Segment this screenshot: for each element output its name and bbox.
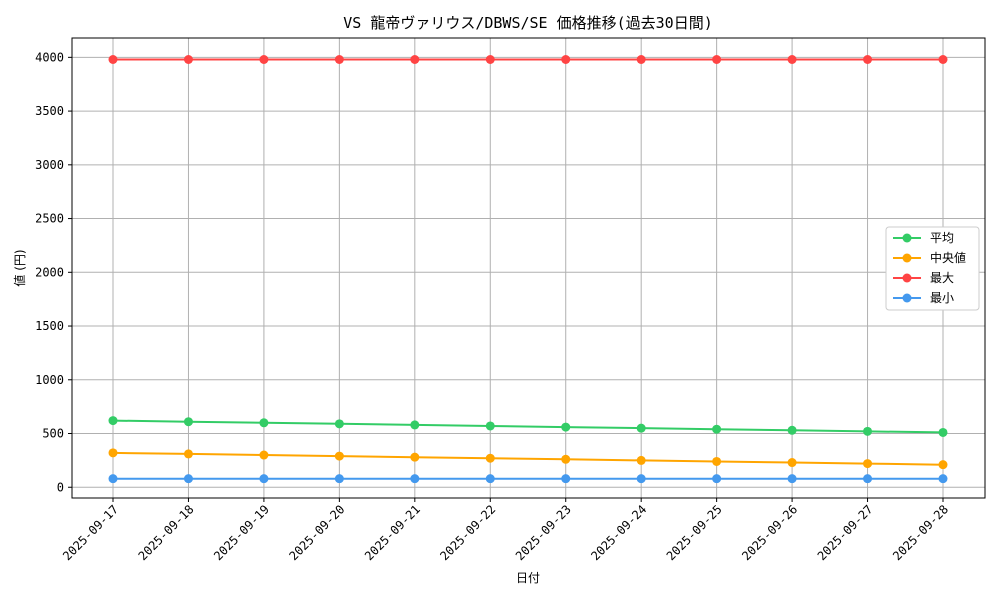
data-point [108,416,118,426]
plot-frame [71,37,986,499]
data-point [938,427,948,437]
data-point [183,417,193,427]
x-tick-label: 2025-09-21 [362,502,423,563]
x-tick-label: 2025-09-26 [739,502,800,563]
data-point [108,448,118,458]
x-tick-label: 2025-09-19 [211,502,272,563]
y-tick-label: 2000 [35,265,64,279]
legend-box [885,226,980,311]
y-axis-label: 値 (円) [12,249,27,286]
y-tick-label: 500 [42,427,64,441]
y-tick-label: 3500 [35,104,64,118]
data-point [334,474,344,484]
data-point [712,54,722,64]
data-point [259,54,269,64]
series-1 [108,448,948,470]
data-point [410,452,420,462]
data-point [259,474,269,484]
data-point [863,459,873,469]
legend-swatch-marker [902,293,912,303]
data-point [334,54,344,64]
data-point [636,423,646,433]
x-axis-label: 日付 [516,571,540,585]
data-point [259,418,269,428]
data-point [485,474,495,484]
x-axis-ticks: 2025-09-17 2025-09-18 2025-09-19 2025-09-20… [60,498,951,563]
x-tick-label: 2025-09-18 [136,502,197,563]
data-point [485,453,495,463]
data-point [938,460,948,470]
data-point [863,426,873,436]
y-tick-label: 2500 [35,212,64,226]
legend-swatch-marker [902,273,912,283]
series-0 [108,416,948,437]
data-point [334,419,344,429]
data-point [636,455,646,465]
series-line [112,451,944,466]
data-point [712,424,722,434]
x-tick-label: 2025-09-24 [588,502,649,563]
data-point [485,54,495,64]
data-point [787,425,797,435]
x-tick-label: 2025-09-17 [60,502,121,563]
data-point [183,449,193,459]
data-point [561,422,571,432]
data-point [485,421,495,431]
y-tick-label: 1500 [35,319,64,333]
data-point [561,474,571,484]
data-point [636,54,646,64]
y-tick-label: 0 [57,480,64,494]
y-tick-label: 4000 [35,50,64,64]
data-point [410,474,420,484]
y-tick-label: 3000 [35,158,64,172]
legend-label: 最大 [930,271,954,285]
x-tick-label: 2025-09-28 [890,502,951,563]
data-point [636,474,646,484]
data-point [787,474,797,484]
x-tick-label: 2025-09-23 [513,502,574,563]
x-tick-label: 2025-09-22 [437,502,498,563]
y-axis-ticks: 0 500 1000 1500 2000 2500 3000 3500 4000 [35,50,72,494]
series-3 [108,474,948,484]
series-line [112,419,944,434]
data-point [712,474,722,484]
data-point [334,451,344,461]
legend-swatch-marker [902,233,912,243]
data-point [259,450,269,460]
x-tick-label: 2025-09-27 [815,502,876,563]
series-2 [108,54,948,64]
data-point [410,420,420,430]
data-point [183,54,193,64]
legend-label: 最小 [930,291,954,305]
data-point [712,456,722,466]
data-point [938,54,948,64]
data-point [787,458,797,468]
data-point [863,474,873,484]
legend-item: 中央値 [893,250,966,265]
data-point [410,54,420,64]
data-point [863,54,873,64]
legend-item: 最小 [893,291,954,305]
data-point [787,54,797,64]
legend-label: 平均 [930,231,954,245]
data-point [561,454,571,464]
legend-item: 平均 [893,231,954,245]
data-point [183,474,193,484]
data-point [938,474,948,484]
grid-lines [72,38,985,498]
series-lines [108,54,948,484]
x-tick-label: 2025-09-20 [286,502,347,563]
legend-swatch-marker [902,253,912,263]
data-point [561,54,571,64]
y-tick-label: 1000 [35,373,64,387]
x-tick-label: 2025-09-25 [664,502,725,563]
data-point [108,474,118,484]
legend-label: 中央値 [930,250,966,265]
chart-title: VS 龍帝ヴァリウス/DBWS/SE 価格推移(過去30日間) [343,14,713,32]
legend-item: 最大 [893,271,954,285]
data-point [108,54,118,64]
